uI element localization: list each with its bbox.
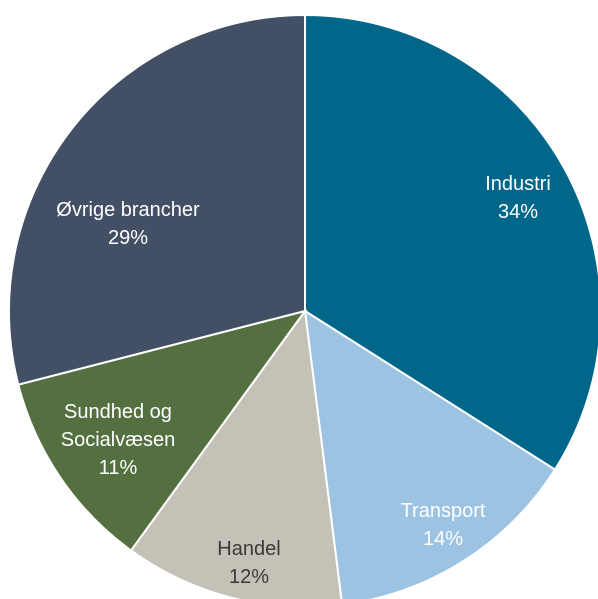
pie-label-value: 34%	[498, 201, 538, 223]
pie-label-sundhed-og-socialv-sen: Sundhed og Socialvæsen 11%	[61, 401, 176, 479]
pie-label-value: 29%	[108, 227, 148, 249]
pie-slice-sundhed-og-socialv-sen	[17, 309, 308, 552]
pie-label-value: 12%	[229, 566, 269, 588]
pie-label-name-line: Transport	[401, 500, 486, 522]
pie-label-name-line: Industri	[485, 173, 551, 195]
pie-slice-ovrige-brancher	[8, 13, 306, 386]
pie-label-handel: Handel 12%	[217, 538, 280, 588]
pie-label-ovrige-brancher: Øvrige brancher 29%	[56, 199, 200, 249]
pie-label-industri: Industri 34%	[485, 173, 551, 223]
pie-labels: Industri 34% Transport 14% Handel 12% Sundhed …	[56, 173, 551, 588]
pie-label-transport: Transport 14%	[401, 500, 486, 550]
pie-label-name-line: Øvrige brancher	[56, 199, 200, 221]
pie-slice-transport	[303, 309, 557, 599]
pie-label-value: 14%	[423, 528, 463, 550]
pie-slices	[8, 13, 598, 599]
pie-label-name-line: Socialvæsen	[61, 429, 176, 451]
pie-slice-industri	[304, 13, 598, 471]
pie-slice-handel	[129, 308, 343, 599]
pie-label-name-line: Handel	[217, 538, 280, 560]
pie-label-value: 11%	[99, 457, 138, 479]
pie-label-name-line: Sundhed og	[64, 401, 172, 423]
